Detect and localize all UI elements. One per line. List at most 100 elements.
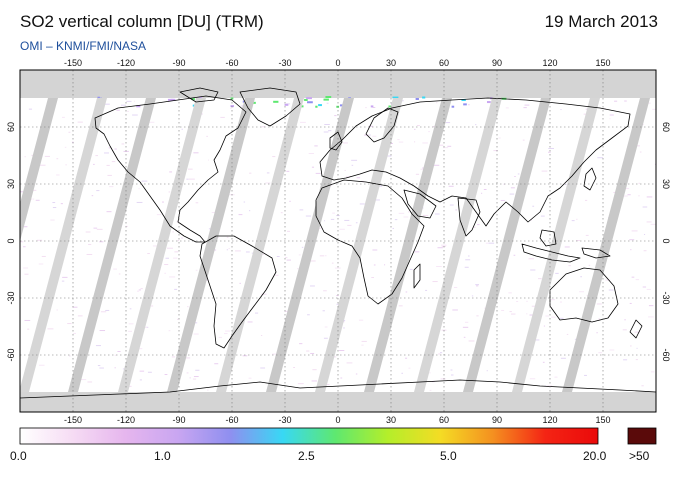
noise-pixel [318,104,322,107]
noise-pixel [191,98,195,101]
noise-pixel [438,353,441,355]
noise-pixel [109,186,114,188]
noise-pixel [650,223,656,225]
noise-pixel [370,105,374,108]
noise-pixel [332,356,337,358]
noise-pixel [530,219,532,221]
noise-pixel [324,123,330,125]
noise-pixel [550,299,555,301]
noise-pixel [272,353,277,355]
noise-pixel [64,146,67,148]
lat-label-right: 0 [661,238,671,243]
noise-pixel [540,215,545,217]
noise-pixel [585,108,589,110]
noise-pixel [408,367,411,369]
noise-pixel [355,222,358,224]
noise-pixel [439,352,443,354]
noise-pixel [300,121,306,123]
noise-pixel [500,199,505,201]
noise-pixel [73,332,77,334]
noise-pixel [50,219,55,221]
noise-pixel [401,100,404,102]
noise-pixel [315,172,321,174]
noise-pixel [69,355,71,357]
noise-pixel [27,328,30,330]
noise-pixel [275,274,279,276]
noise-pixel [405,357,408,359]
noise-pixel [24,273,29,275]
noise-pixel [334,115,337,117]
lon-label-top: 120 [542,58,557,68]
noise-pixel [301,246,304,248]
noise-pixel [476,315,479,317]
noise-pixel [648,305,654,307]
noise-pixel [192,104,196,107]
noise-pixel [177,318,179,320]
lon-label-bottom: 150 [595,415,610,425]
noise-pixel [414,251,420,253]
noise-pixel [118,273,121,275]
noise-pixel [230,107,232,109]
noise-pixel [373,264,376,266]
noise-pixel [104,152,109,154]
noise-pixel [523,107,527,109]
noise-pixel [138,289,141,291]
noise-pixel [416,125,420,127]
noise-pixel [623,195,628,197]
noise-pixel [226,236,229,238]
noise-pixel [139,370,145,372]
noise-pixel [138,188,140,190]
noise-pixel [436,102,438,104]
lon-label-top: 30 [386,58,396,68]
noise-pixel [548,151,551,153]
noise-pixel [326,102,329,104]
noise-pixel [52,207,57,209]
noise-pixel [253,101,256,104]
noise-pixel [38,364,45,366]
noise-pixel [363,134,369,136]
noise-pixel [361,344,364,346]
noise-pixel [623,188,630,190]
noise-pixel [547,385,552,387]
noise-pixel [576,240,581,242]
noise-pixel [305,215,311,217]
noise-pixel [643,233,646,235]
coast-eurasia [319,97,631,227]
noise-pixel [187,168,193,170]
lat-label-left: 0 [6,238,16,243]
noise-pixel [538,278,542,280]
noise-pixel [462,326,469,328]
noise-pixel [597,157,603,159]
longitude-labels-top: -150 -120 -90 -60 -30 0 30 60 90 120 150 [64,58,611,68]
noise-pixel [629,345,632,347]
noise-pixel [650,371,655,373]
noise-pixel [116,109,120,111]
noise-pixel [543,325,546,327]
lon-label-top: 150 [595,58,610,68]
noise-pixel [177,240,180,242]
noise-pixel [401,372,404,374]
noise-pixel [23,226,28,228]
noise-pixel [86,253,93,255]
lon-label-top: 0 [335,58,340,68]
noise-pixel [141,180,148,182]
noise-pixel [463,103,467,106]
noise-pixel [324,326,328,328]
noise-pixel [323,337,328,339]
noise-pixel [56,174,60,176]
noise-pixel [368,125,374,127]
noise-pixel [646,288,651,290]
noise-pixel [514,176,516,178]
noise-pixel [436,265,442,267]
noise-pixel [147,371,152,373]
noise-pixel [375,199,380,201]
coast-borneo [539,229,557,247]
noise-pixel [646,196,653,198]
noise-pixel [509,311,512,313]
noise-pixel [559,301,563,303]
noise-pixel [528,258,534,260]
noise-pixel [318,227,322,229]
noise-pixel [225,330,231,332]
noise-pixel [62,276,68,278]
noise-pixel [96,228,103,230]
